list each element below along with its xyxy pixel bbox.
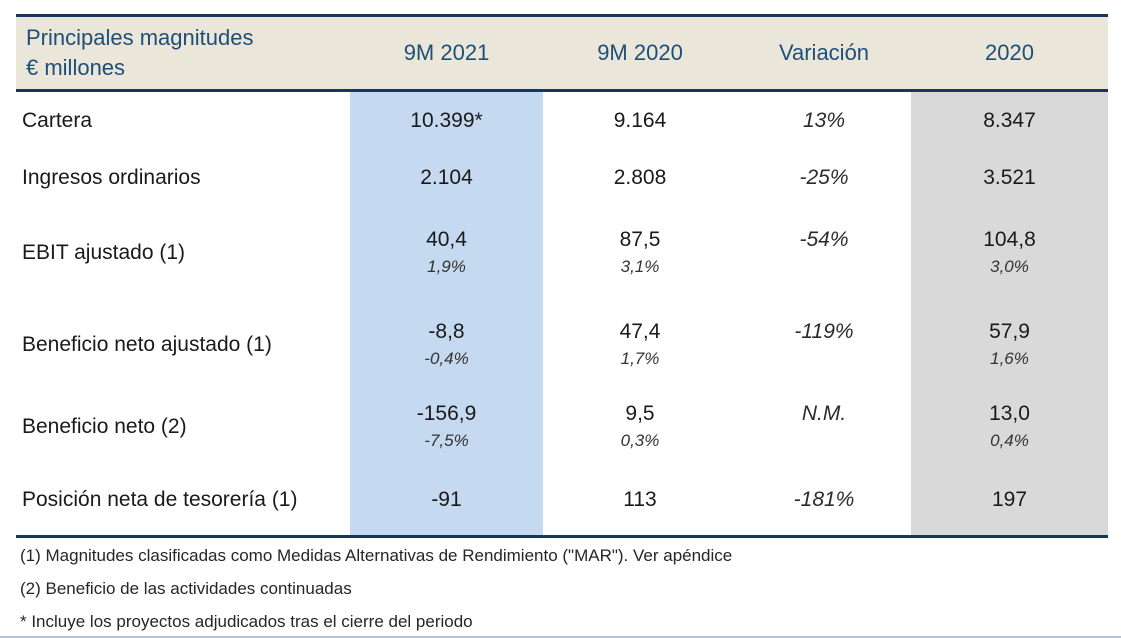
table-row-posicion-neta: Posición neta de tesorería (1) -91 113 -… (16, 464, 1108, 535)
row-label: Posición neta de tesorería (1) (22, 488, 298, 511)
column-header-variacion: Variación (778, 40, 870, 65)
cell-2020: 8.347 (911, 92, 1108, 149)
cell-variacion: 13% (802, 109, 846, 132)
column-header-2020: 2020 (985, 40, 1034, 65)
cell-variacion: -25% (799, 165, 849, 189)
column-header-9m2021: 9M 2021 (403, 40, 490, 65)
cell-9m2021: 10.399* (350, 92, 543, 149)
cell-2020: 197 (911, 464, 1108, 535)
cell-2020-margin: 1,6% (990, 349, 1029, 368)
footnotes: (1) Magnitudes clasificadas como Medidas… (20, 545, 1100, 638)
cell-2020: 57,9 1,6% (911, 300, 1108, 389)
cell-2020: 13,0 0,4% (911, 389, 1108, 464)
cell-9m2021-margin: 1,9% (427, 257, 466, 276)
cell-9m2020-margin: 0,3% (620, 431, 660, 450)
cell-9m2021: 2.104 (350, 149, 543, 205)
cell-9m2021: 40,4 1,9% (350, 205, 543, 300)
row-label: Cartera (22, 109, 93, 132)
cell-9m2020-margin: 3,1% (620, 257, 660, 276)
cell-9m2021: -91 (350, 464, 543, 535)
footnote-asterisk: * Incluye los proyectos adjudicados tras… (20, 612, 473, 631)
row-label: EBIT ajustado (1) (22, 241, 186, 264)
cell-9m2021-margin: -7,5% (424, 431, 469, 450)
cell-9m2021: -156,9 -7,5% (350, 389, 543, 464)
row-label: Beneficio neto (2) (22, 415, 187, 438)
column-header-9m2020: 9M 2020 (597, 40, 683, 65)
table-row-ebit-ajustado: EBIT ajustado (1) 40,4 1,9% 87,5 3,1% -5… (16, 205, 1108, 300)
cell-9m2020: 113 (623, 488, 657, 511)
cell-9m2020: 87,5 3,1% (543, 205, 737, 300)
table-row-ingresos: Ingresos ordinarios 2.104 2.808 -25% 3.5… (16, 149, 1108, 205)
row-label: Beneficio neto ajustado (1) (22, 333, 272, 356)
cell-2020: 3.521 (911, 149, 1108, 205)
cell-2020-margin: 3,0% (990, 257, 1029, 276)
table-row-cartera: Cartera 10.399* 9.164 13% 8.347 (16, 92, 1108, 149)
cell-variacion: -54% (799, 228, 849, 251)
table-row-beneficio-neto-ajustado: Beneficio neto ajustado (1) -8,8 -0,4% 4… (16, 300, 1108, 389)
footnote-2: (2) Beneficio de las actividades continu… (20, 579, 352, 598)
cell-9m2020-margin: 1,7% (620, 349, 660, 368)
cell-2020-margin: 0,4% (990, 431, 1029, 450)
cell-variacion: -181% (793, 488, 855, 511)
cell-9m2020: 47,4 1,7% (543, 300, 737, 389)
table-title: Principales magnitudes € millones (16, 17, 350, 89)
row-label: Ingresos ordinarios (22, 165, 201, 189)
table-title-line1: Principales magnitudes (26, 25, 254, 50)
financial-table: Principales magnitudes € millones 9M 202… (16, 14, 1108, 538)
bottom-edge-line (0, 636, 1121, 638)
cell-variacion: N.M. (801, 402, 847, 425)
cell-9m2021-margin: -0,4% (424, 349, 469, 368)
table-body: Cartera 10.399* 9.164 13% 8.347 Ingresos… (16, 92, 1108, 538)
cell-9m2020: 2.808 (613, 165, 667, 189)
table-title-line2: € millones (26, 55, 126, 80)
cell-variacion: -119% (794, 320, 854, 343)
footnote-1: (1) Magnitudes clasificadas como Medidas… (20, 546, 733, 565)
cell-2020: 104,8 3,0% (911, 205, 1108, 300)
cell-9m2020: 9.164 (613, 109, 667, 132)
cell-9m2021: -8,8 -0,4% (350, 300, 543, 389)
table-header-row: Principales magnitudes € millones 9M 202… (16, 14, 1108, 92)
table-row-beneficio-neto: Beneficio neto (2) -156,9 -7,5% 9,5 0,3%… (16, 389, 1108, 464)
cell-9m2020: 9,5 0,3% (543, 389, 737, 464)
